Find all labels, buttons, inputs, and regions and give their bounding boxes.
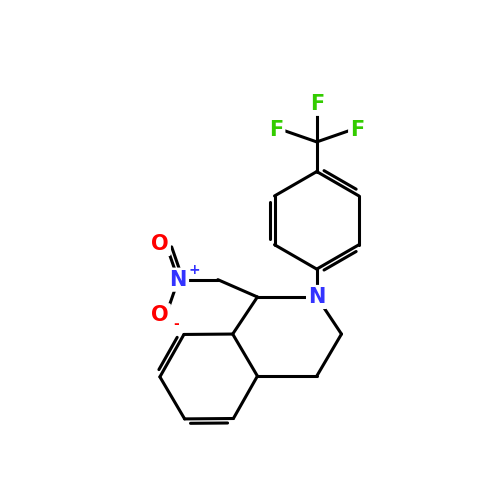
Text: O: O bbox=[151, 234, 169, 254]
Text: -: - bbox=[174, 317, 179, 331]
Text: F: F bbox=[350, 120, 364, 140]
Text: O: O bbox=[151, 306, 169, 326]
Text: N: N bbox=[308, 287, 326, 307]
Text: F: F bbox=[310, 94, 324, 114]
Text: F: F bbox=[269, 120, 283, 140]
Text: +: + bbox=[188, 263, 200, 277]
Text: N: N bbox=[170, 270, 187, 289]
